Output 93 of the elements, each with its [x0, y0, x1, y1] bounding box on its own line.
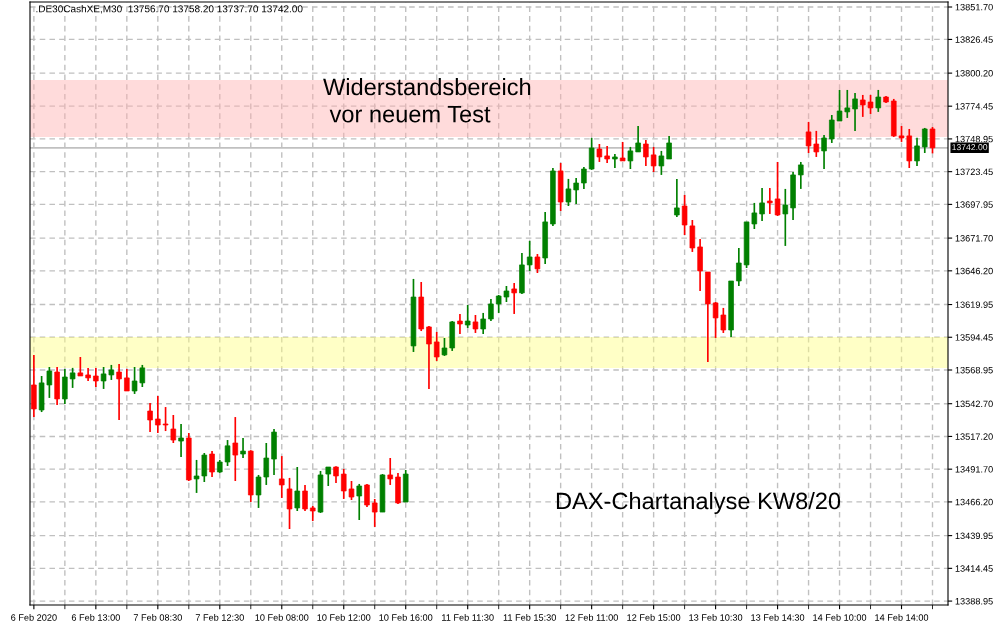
candlestick — [581, 166, 587, 190]
candlestick — [232, 416, 239, 482]
y-tick-label: 13619.95 — [955, 301, 993, 308]
x-tick-label: 14 Feb 14:00 — [875, 614, 929, 621]
candlestick — [286, 477, 293, 530]
candlestick — [875, 89, 882, 113]
y-tick-label: 13594.45 — [955, 334, 993, 341]
candlestick — [170, 414, 177, 444]
candlestick — [767, 187, 773, 215]
x-tick-label: 7 Feb 12:30 — [195, 614, 244, 621]
candlestick — [798, 161, 804, 190]
x-tick-label: 6 Feb 2020 — [11, 614, 57, 621]
x-tick-label: 10 Feb 12:00 — [317, 614, 371, 621]
y-tick-label: 13748.95 — [955, 135, 993, 143]
annotation: Widerstandsbereich vor neuem Test — [323, 78, 531, 123]
chart-title: .DE30CashXE,M30 13756.70 13758.20 13737.70 13742.00 — [36, 5, 303, 14]
candlestick — [922, 127, 928, 154]
candlestick — [387, 457, 393, 486]
candlestick — [457, 313, 463, 335]
candlestick — [914, 136, 920, 167]
x-tick-label: 12 Feb 11:00 — [565, 614, 618, 621]
y-tick-label: 13774.45 — [955, 103, 993, 110]
candlestick — [433, 331, 440, 362]
y-tick-label: 13439.95 — [955, 532, 993, 540]
candlestick — [371, 498, 378, 528]
candlestick — [565, 178, 572, 207]
candlestick — [480, 312, 486, 335]
x-tick-label: 11 Feb 11:30 — [442, 614, 494, 621]
candlestick — [302, 484, 308, 512]
candlestick — [635, 125, 641, 153]
candlestick — [588, 137, 595, 171]
y-tick-label: 13671.70 — [955, 235, 993, 242]
candlestick — [77, 356, 84, 377]
x-tick-label: 13 Feb 14:30 — [751, 614, 805, 621]
candlestick — [426, 325, 432, 390]
candlestick — [464, 304, 471, 329]
x-tick-label: 14 Feb 10:00 — [813, 614, 867, 621]
candlestick — [666, 135, 672, 160]
candlestick — [162, 406, 169, 432]
y-tick-label: 13491.70 — [955, 466, 993, 473]
y-tick-label: 13388.95 — [955, 598, 993, 605]
candlestick — [62, 368, 68, 405]
candlestick — [619, 141, 626, 162]
x-tick-label: 6 Feb 13:00 — [71, 614, 120, 621]
annotation: DAX-Chartanalyse KW8/20 — [556, 492, 841, 515]
y-tick-label: 13466.20 — [955, 498, 993, 506]
candlestick — [650, 146, 657, 173]
candlestick — [209, 450, 215, 478]
candlestick — [852, 92, 858, 132]
candlestick — [511, 282, 517, 315]
candlestick — [658, 150, 665, 176]
x-tick-label: 10 Feb 08:00 — [255, 614, 309, 621]
candlestick — [782, 188, 789, 247]
candlestick — [356, 483, 362, 521]
candlestick — [534, 253, 541, 274]
x-tick-label: 10 Feb 16:00 — [379, 614, 433, 621]
candlestick — [93, 367, 99, 388]
candlestick — [674, 178, 680, 218]
candlestick — [294, 466, 301, 512]
y-tick-label: 13646.20 — [955, 267, 993, 275]
x-tick-label: 12 Feb 15:00 — [627, 614, 681, 621]
y-tick-label: 13697.95 — [955, 201, 993, 208]
x-tick-label: 11 Feb 15:30 — [503, 614, 556, 621]
x-tick-label: 13 Feb 10:30 — [689, 614, 743, 621]
candlestick — [155, 395, 161, 434]
candlestick — [821, 134, 827, 170]
candlestick — [488, 298, 494, 322]
ref-line-label: 13742.00 — [952, 144, 988, 151]
y-tick-label: 13800.20 — [955, 70, 993, 77]
candlestick — [643, 139, 649, 167]
y-tick-label: 13542.70 — [955, 400, 993, 408]
candlestick — [736, 247, 742, 287]
candlestick — [526, 240, 533, 272]
candlestick — [240, 437, 246, 459]
x-tick-label: 7 Feb 08:30 — [133, 614, 182, 621]
candlestick — [69, 367, 76, 389]
y-tick-label: 13517.20 — [955, 433, 993, 440]
y-tick-label: 13851.70 — [955, 3, 993, 11]
candlestick — [31, 354, 37, 418]
y-tick-label: 13414.45 — [955, 565, 993, 572]
candlestick — [147, 402, 153, 433]
candlestick — [279, 455, 285, 499]
y-tick-label: 13826.45 — [955, 36, 993, 43]
y-tick-label: 13568.95 — [955, 366, 993, 374]
y-tick-label: 13723.45 — [955, 168, 993, 176]
candlestick — [573, 177, 579, 205]
candlestick — [124, 368, 130, 392]
candlestick — [929, 126, 936, 155]
candlestick — [759, 187, 765, 222]
candlestick — [627, 146, 634, 170]
candlestick — [178, 423, 184, 458]
candlestick — [116, 363, 122, 421]
candlestick — [774, 161, 781, 217]
